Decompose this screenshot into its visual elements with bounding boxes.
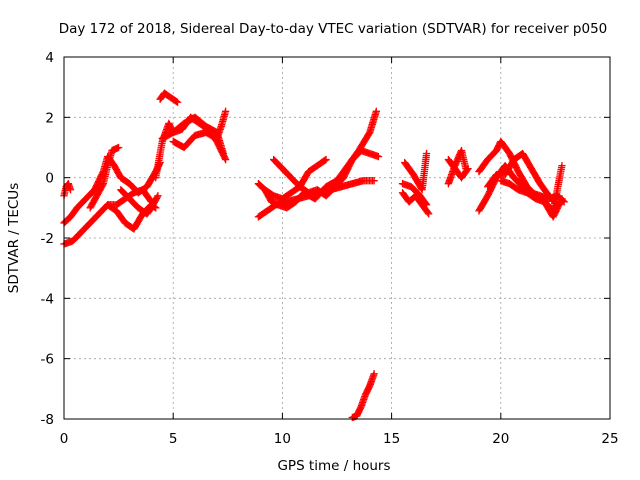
data-point xyxy=(154,192,162,200)
data-point xyxy=(370,370,378,378)
data-point xyxy=(424,209,432,217)
chart-title: Day 172 of 2018, Sidereal Day-to-day VTE… xyxy=(59,21,608,37)
data-point xyxy=(374,152,383,161)
data-point xyxy=(98,181,107,189)
x-axis-label: GPS time / hours xyxy=(277,458,390,474)
data-point xyxy=(114,143,123,152)
data-point xyxy=(221,107,230,115)
data-point xyxy=(464,164,472,173)
y-tick-label: 2 xyxy=(45,110,54,126)
data-point xyxy=(66,186,75,194)
data-point xyxy=(422,200,430,208)
y-tick-label: -8 xyxy=(41,412,54,428)
y-tick-label: -6 xyxy=(41,352,54,368)
data-point xyxy=(425,210,433,218)
y-axis-label: SDTVAR / TECUs xyxy=(6,183,22,293)
data-point xyxy=(370,177,378,185)
data-point xyxy=(463,166,471,174)
data-point xyxy=(558,195,566,203)
tick-labels: 0 5 10 15 20 25 -8 -6 -4 -2 0 2 4 xyxy=(41,50,619,447)
grid xyxy=(64,57,610,419)
plot-frame xyxy=(63,56,611,420)
x-tick-label: 15 xyxy=(383,431,400,447)
data-point xyxy=(321,156,329,164)
data-points xyxy=(60,89,568,422)
data-point xyxy=(558,161,566,170)
y-tick-label: 4 xyxy=(45,50,54,66)
x-tick-label: 20 xyxy=(492,431,509,447)
data-point xyxy=(221,155,230,164)
data-point xyxy=(365,129,373,138)
data-point xyxy=(422,149,431,158)
data-point xyxy=(172,97,181,106)
data-point xyxy=(372,107,380,115)
x-tick-label: 10 xyxy=(274,431,291,447)
y-tick-label: 0 xyxy=(45,171,54,187)
y-tick-label: -2 xyxy=(41,231,54,247)
x-tick-label: 25 xyxy=(601,431,618,447)
data-point xyxy=(153,193,161,201)
x-tick-label: 5 xyxy=(169,431,178,447)
data-point xyxy=(422,201,431,209)
data-point xyxy=(322,155,330,164)
data-point xyxy=(417,184,426,193)
data-point xyxy=(219,149,228,158)
y-tick-label: -4 xyxy=(41,291,54,307)
x-tick-label: 0 xyxy=(60,431,69,447)
data-point xyxy=(173,98,182,106)
